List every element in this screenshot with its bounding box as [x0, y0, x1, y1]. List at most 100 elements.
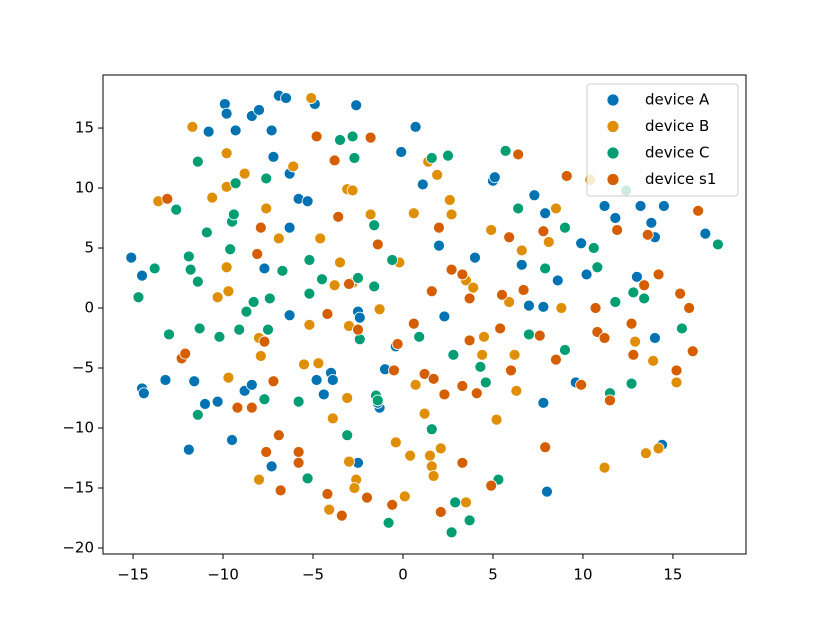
- scatter-point: [611, 224, 624, 236]
- scatter-point: [328, 279, 341, 292]
- scatter-point: [386, 254, 399, 266]
- scatter-point: [218, 98, 231, 110]
- scatter-point: [652, 442, 665, 455]
- scatter-point: [222, 285, 235, 298]
- scatter-point: [555, 302, 568, 314]
- scatter-point: [505, 364, 517, 377]
- x-tick-label: −10: [207, 566, 239, 584]
- scatter-point: [280, 92, 292, 104]
- scatter-point: [341, 392, 354, 404]
- scatter-point: [539, 262, 552, 275]
- scatter-point: [159, 374, 172, 386]
- scatter-point: [245, 401, 258, 414]
- scatter-point: [692, 204, 705, 217]
- scatter-point: [206, 191, 219, 204]
- scatter-point: [537, 396, 550, 409]
- scatter-point: [407, 207, 420, 220]
- scatter-point: [364, 131, 377, 144]
- scatter-point: [449, 496, 462, 509]
- scatter-point: [638, 292, 651, 305]
- scatter-point: [283, 309, 296, 322]
- scatter-point: [598, 200, 611, 212]
- scatter-point: [335, 509, 348, 522]
- scatter-point: [541, 485, 553, 498]
- scatter-point: [442, 149, 454, 162]
- scatter-point: [224, 243, 237, 256]
- scatter-point: [467, 281, 480, 294]
- scatter-point: [424, 449, 436, 462]
- y-tick-label: 10: [75, 179, 94, 197]
- scatter-point: [301, 195, 314, 208]
- x-tick-label: −15: [117, 566, 149, 584]
- scatter-point: [231, 401, 244, 414]
- scatter-point: [346, 184, 359, 197]
- scatter-point: [404, 449, 417, 462]
- scatter-point: [191, 275, 204, 288]
- scatter-point: [463, 334, 476, 347]
- scatter-point: [184, 263, 197, 276]
- scatter-point: [258, 262, 271, 275]
- scatter-point: [407, 317, 420, 330]
- scatter-point: [298, 358, 310, 371]
- scatter-point: [368, 219, 381, 232]
- scatter-point: [479, 376, 492, 389]
- scatter-point: [512, 148, 525, 161]
- legend-marker: [606, 146, 620, 160]
- scatter-point: [456, 268, 469, 281]
- scatter-point: [456, 380, 469, 392]
- scatter-point: [265, 124, 278, 137]
- scatter-point: [238, 167, 251, 180]
- scatter-point: [260, 446, 273, 458]
- scatter-point: [425, 423, 438, 436]
- scatter-point: [348, 482, 361, 494]
- scatter-point: [213, 330, 226, 343]
- scatter-point: [321, 488, 334, 500]
- scatter-point: [343, 455, 355, 468]
- scatter-point: [148, 262, 161, 275]
- x-tick-label: −5: [302, 566, 324, 584]
- scatter-point: [433, 221, 445, 234]
- scatter-point: [193, 322, 206, 335]
- scatter-point: [542, 236, 555, 248]
- scatter-point: [550, 353, 562, 366]
- scatter-point: [409, 120, 422, 133]
- scatter-point: [589, 302, 602, 314]
- scatter-point: [332, 210, 345, 223]
- scatter-point: [310, 130, 323, 143]
- scatter-point: [512, 202, 525, 215]
- scatter-point: [433, 239, 445, 252]
- scatter-point: [263, 292, 276, 305]
- scatter-point: [303, 287, 316, 300]
- scatter-point: [629, 335, 642, 348]
- scatter-point: [170, 203, 183, 216]
- scatter-point: [341, 429, 354, 442]
- scatter-point: [550, 202, 562, 215]
- legend-box: [586, 83, 739, 197]
- scatter-point: [317, 388, 330, 401]
- scatter-point: [503, 231, 516, 244]
- scatter-point: [202, 125, 215, 138]
- scatter-point: [125, 251, 138, 264]
- scatter-point: [638, 279, 651, 292]
- scatter-point: [182, 250, 195, 263]
- scatter-point: [260, 172, 273, 185]
- scatter-point: [276, 264, 289, 277]
- scatter-point: [447, 348, 460, 361]
- scatter-point: [670, 364, 683, 377]
- scatter-point: [478, 330, 490, 343]
- scatter-point: [523, 299, 535, 312]
- scatter-point: [445, 208, 458, 221]
- scatter-point: [227, 208, 240, 221]
- x-tick-label: 15: [663, 566, 682, 584]
- scatter-point: [292, 446, 305, 458]
- scatter-point: [200, 226, 213, 239]
- scatter-point: [229, 124, 242, 137]
- scatter-point: [382, 516, 395, 529]
- scatter-point: [488, 171, 501, 184]
- scatter-point: [323, 503, 336, 516]
- scatter-point: [220, 107, 233, 120]
- x-tick-label: 10: [573, 566, 592, 584]
- scatter-point: [179, 347, 192, 360]
- scatter-point: [163, 328, 175, 341]
- scatter-point: [272, 232, 285, 245]
